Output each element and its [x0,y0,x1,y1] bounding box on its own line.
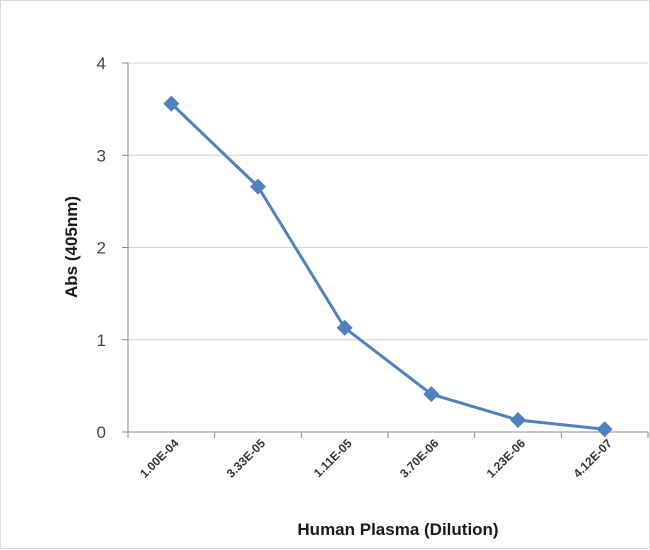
x-tick-label: 4.12E-07 [570,436,615,481]
x-tick-labels: 1.00E-04 3.33E-05 1.11E-05 3.70E-06 1.23E-06… [137,436,615,481]
data-point-marker [423,386,440,403]
y-tick-label: 4 [97,54,106,73]
y-tick-label: 2 [97,239,106,258]
data-point-marker [596,421,613,438]
x-tick-label: 3.33E-05 [224,436,269,481]
axes [127,63,649,438]
data-point-marker [510,412,526,429]
y-tick-labels: 0 1 2 3 4 [97,54,106,442]
x-tick-label: 3.70E-06 [397,436,442,481]
y-tick-label: 0 [97,423,106,442]
x-tick-label: 1.23E-06 [484,436,529,481]
data-point-marker [163,95,180,112]
y-tick-label: 1 [97,331,106,350]
series [163,95,613,438]
gridlines [122,62,648,433]
x-tick-label: 1.11E-05 [311,436,355,480]
data-point-marker [336,319,353,336]
y-axis-title: Abs (405nm) [62,196,81,298]
x-tick-label: 1.00E-04 [137,436,182,481]
series-line [170,102,605,431]
data-point-marker [250,178,266,195]
y-tick-label: 3 [97,146,106,165]
x-axis-title: Human Plasma (Dilution) [297,520,498,539]
